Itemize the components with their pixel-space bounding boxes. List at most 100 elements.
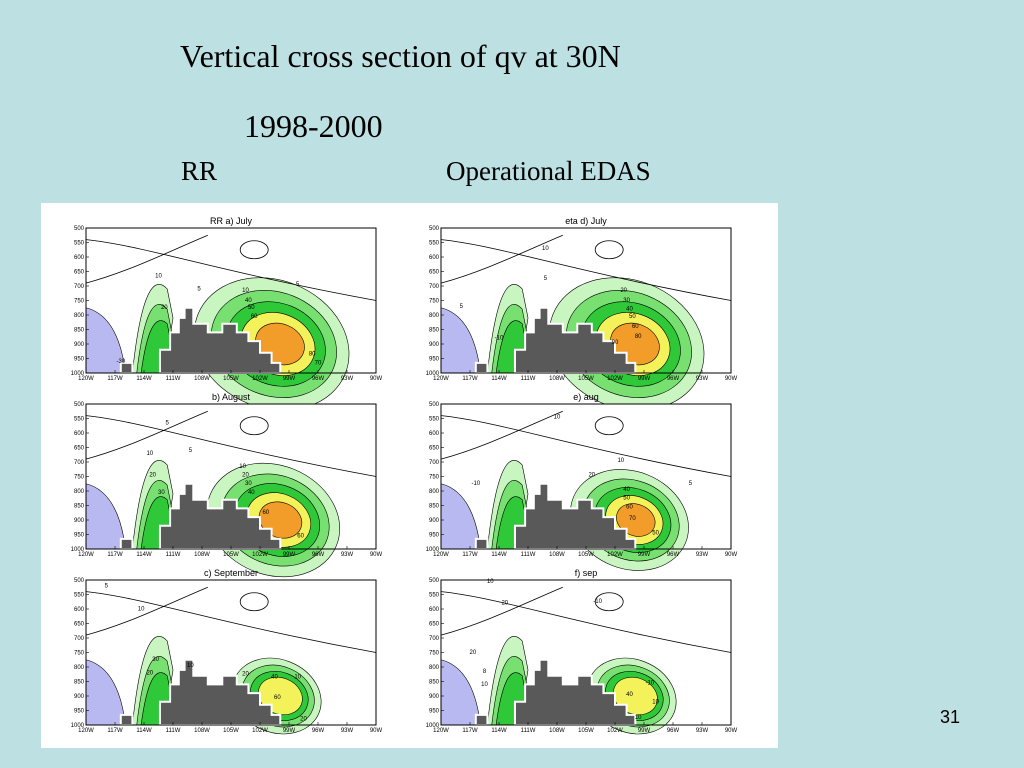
panel-1: RR a) July500550600650700750800850900950… <box>71 216 383 411</box>
cross-section-panels: RR a) July500550600650700750800850900950… <box>71 216 738 735</box>
x-tick-label: 96W <box>667 376 680 382</box>
x-tick-label: 114W <box>136 376 152 382</box>
contour-label: 10 <box>294 675 301 681</box>
y-tick-label: 500 <box>74 226 85 232</box>
contour-label: 10 <box>542 246 549 252</box>
contour-label: 10 <box>155 273 162 279</box>
contour-loop <box>239 416 269 436</box>
contour-label: 5 <box>460 304 464 310</box>
contour-line <box>440 591 732 653</box>
contour-label: 20 <box>242 473 249 479</box>
x-tick-label: 120W <box>433 552 449 558</box>
panel-title: c) September <box>204 568 258 578</box>
contour-label: 30 <box>623 298 630 304</box>
contour-label: 40 <box>626 307 633 313</box>
contour-label: -10 <box>471 481 480 487</box>
contour-line <box>440 239 732 301</box>
y-tick-label: 750 <box>429 651 440 657</box>
x-tick-label: 102W <box>607 728 623 734</box>
y-tick-label: 550 <box>74 241 85 247</box>
contour-label: 40 <box>623 487 630 493</box>
y-tick-label: 500 <box>74 402 85 408</box>
contour-line <box>85 239 377 301</box>
contour-label: 60 <box>274 695 281 701</box>
y-tick-label: 600 <box>429 431 440 437</box>
y-tick-label: 800 <box>429 313 440 319</box>
contour-label: 10 <box>242 288 249 294</box>
y-tick-label: 650 <box>429 270 440 276</box>
x-tick-label: 111W <box>166 552 181 558</box>
contour-line <box>85 410 208 460</box>
y-tick-label: 600 <box>74 607 85 613</box>
cross-section-figure: RR a) July 500 550 600 650 700 750 800 850 900 950… <box>41 203 778 748</box>
x-tick-label: 99W <box>283 552 296 558</box>
contour-loop <box>594 416 624 436</box>
y-tick-label: 600 <box>74 431 85 437</box>
contour-label: 10 <box>487 579 494 585</box>
panel-title: e) aug <box>573 392 599 402</box>
x-tick-label: 96W <box>312 552 325 558</box>
contour-line <box>440 586 563 636</box>
y-tick-label: 650 <box>74 446 85 452</box>
contour-label: -10 <box>645 680 654 686</box>
y-tick-label: 650 <box>429 446 440 452</box>
y-tick-label: 950 <box>74 709 85 715</box>
contour-line <box>440 415 732 477</box>
x-tick-label: 90W <box>725 728 738 734</box>
panel-title: f) sep <box>575 568 598 578</box>
contour-label: 5 <box>197 286 201 292</box>
contour-label: 50 <box>248 305 255 311</box>
y-tick-label: 900 <box>429 694 440 700</box>
contour-line <box>440 410 563 460</box>
x-tick-label: 99W <box>638 376 651 382</box>
y-tick-label: 1000 <box>426 371 440 377</box>
contour-label: 20 <box>588 473 595 479</box>
contour-loop <box>239 240 269 260</box>
contour-line <box>85 415 377 477</box>
terrain-mask <box>158 306 282 374</box>
y-tick-label: 700 <box>74 460 85 466</box>
contour-label: 20 <box>161 305 168 311</box>
contour-label: 10 <box>138 606 145 612</box>
x-tick-label: 99W <box>638 552 651 558</box>
contour-loop <box>594 592 624 612</box>
y-tick-label: 750 <box>74 475 85 481</box>
contour-label: 30 <box>245 481 252 487</box>
contour-label: 70 <box>629 516 636 522</box>
contour-label: 90 <box>612 340 619 346</box>
y-tick-label: 700 <box>429 636 440 642</box>
contour-label: 10 <box>652 699 659 705</box>
y-tick-label: 850 <box>74 504 85 510</box>
y-tick-label: 950 <box>74 533 85 539</box>
x-tick-label: 108W <box>194 552 210 558</box>
y-tick-label: 750 <box>429 299 440 305</box>
x-tick-label: 93W <box>341 552 354 558</box>
y-tick-label: 750 <box>74 299 85 305</box>
x-tick-label: 117W <box>462 376 478 382</box>
panel-title: b) August <box>212 392 251 402</box>
contour-label: 10 <box>554 415 561 421</box>
x-tick-label: 108W <box>194 376 210 382</box>
y-tick-label: 950 <box>429 533 440 539</box>
y-tick-label: 500 <box>429 578 440 584</box>
y-tick-label: 700 <box>74 636 85 642</box>
contour-label: 50 <box>629 314 636 320</box>
x-tick-label: 102W <box>252 728 268 734</box>
contour-label: -10 <box>593 599 602 605</box>
y-tick-label: 650 <box>429 622 440 628</box>
x-tick-label: 99W <box>638 728 651 734</box>
contour-label: 10 <box>481 682 488 688</box>
contour-label: 20 <box>149 473 156 479</box>
contour-label: 20 <box>242 672 249 678</box>
y-tick-label: 800 <box>429 489 440 495</box>
y-tick-label: 700 <box>429 460 440 466</box>
panel-3: b) August 500 550 600 650 700 750 800 850 900 950 1… <box>71 392 383 578</box>
y-tick-label: 750 <box>74 651 85 657</box>
y-tick-label: 900 <box>429 342 440 348</box>
contour-label: 60 <box>251 314 258 320</box>
y-tick-label: 700 <box>74 284 85 290</box>
y-tick-label: 850 <box>429 328 440 334</box>
x-tick-label: 90W <box>370 376 383 382</box>
x-tick-label: 108W <box>194 728 210 734</box>
y-tick-label: 500 <box>429 226 440 232</box>
